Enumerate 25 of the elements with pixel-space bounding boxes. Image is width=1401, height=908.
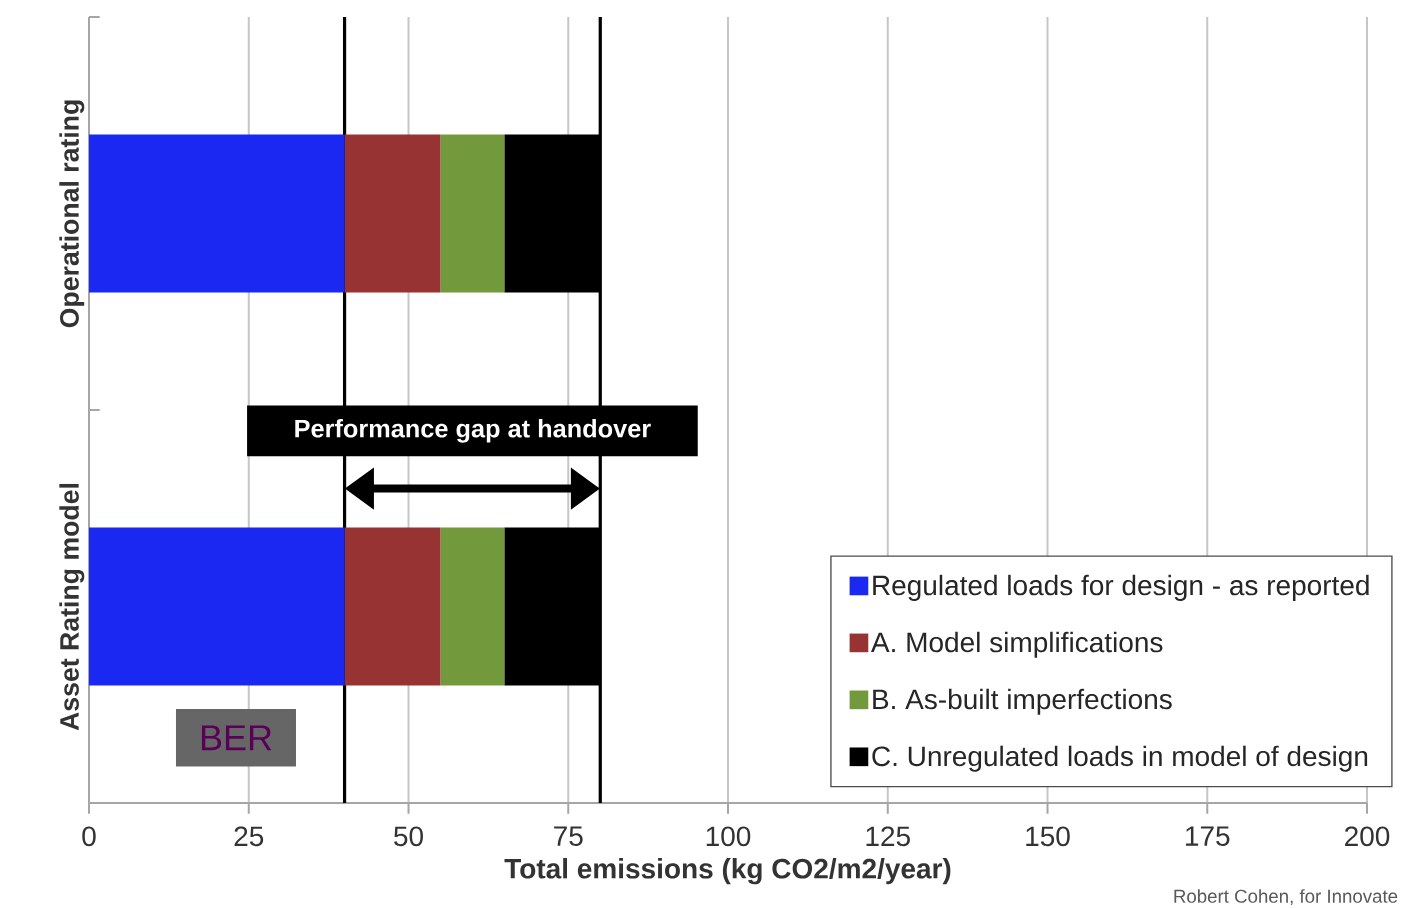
x-tick-label: 100: [706, 826, 751, 847]
x-tick-label: 0: [82, 826, 96, 847]
bar: [440, 134, 505, 293]
legend-label: A. Model simplifications: [871, 631, 1163, 658]
x-tick-label: 50: [394, 826, 423, 847]
x-axis-title: Total emissions (kg CO2/m2/year): [504, 858, 951, 885]
bar: [344, 134, 441, 293]
x-tick-label: 150: [1026, 826, 1070, 847]
legend-label: Regulated loads for design - as reported: [873, 574, 1369, 601]
legend-label: C. Unregulated loads in model of design: [872, 745, 1368, 772]
legend-label: B. As-built imperfections: [873, 688, 1172, 715]
annotation: BER: [201, 725, 272, 751]
bar: [89, 527, 345, 686]
x-tick-label: 75: [554, 826, 583, 846]
y-tick-label: Asset Rating model: [59, 483, 85, 731]
annotation: Performance gap at handover: [295, 418, 651, 443]
text: Robert Cohen, for Innovate: [1174, 889, 1398, 906]
x-tick-label: 125: [866, 826, 910, 847]
x-tick-label: 200: [1345, 826, 1390, 847]
x-tick-label: 25: [234, 826, 264, 847]
y-tick-label: Operational rating: [59, 100, 85, 328]
bar: [440, 527, 505, 686]
bar: [344, 527, 441, 686]
x-tick-label: 175: [1186, 826, 1230, 846]
bar: [89, 134, 345, 293]
